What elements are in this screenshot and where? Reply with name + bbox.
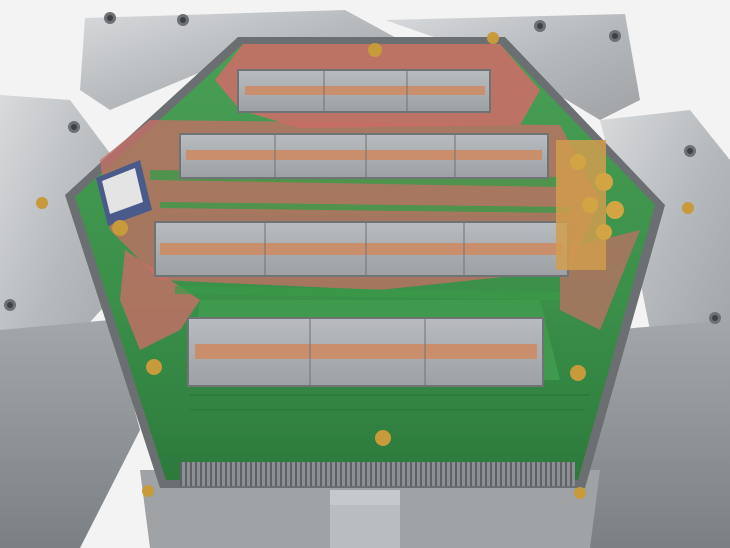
sensor-row-2 [179, 133, 549, 179]
sensor-row-3 [154, 221, 569, 277]
ribbon-connector [96, 160, 152, 226]
brass-standoffs [36, 32, 694, 499]
gold-connectors [556, 140, 624, 270]
bottom-edge-connectors [180, 462, 575, 486]
sensor-row-1 [237, 69, 491, 113]
sensor-row-4 [187, 317, 544, 387]
